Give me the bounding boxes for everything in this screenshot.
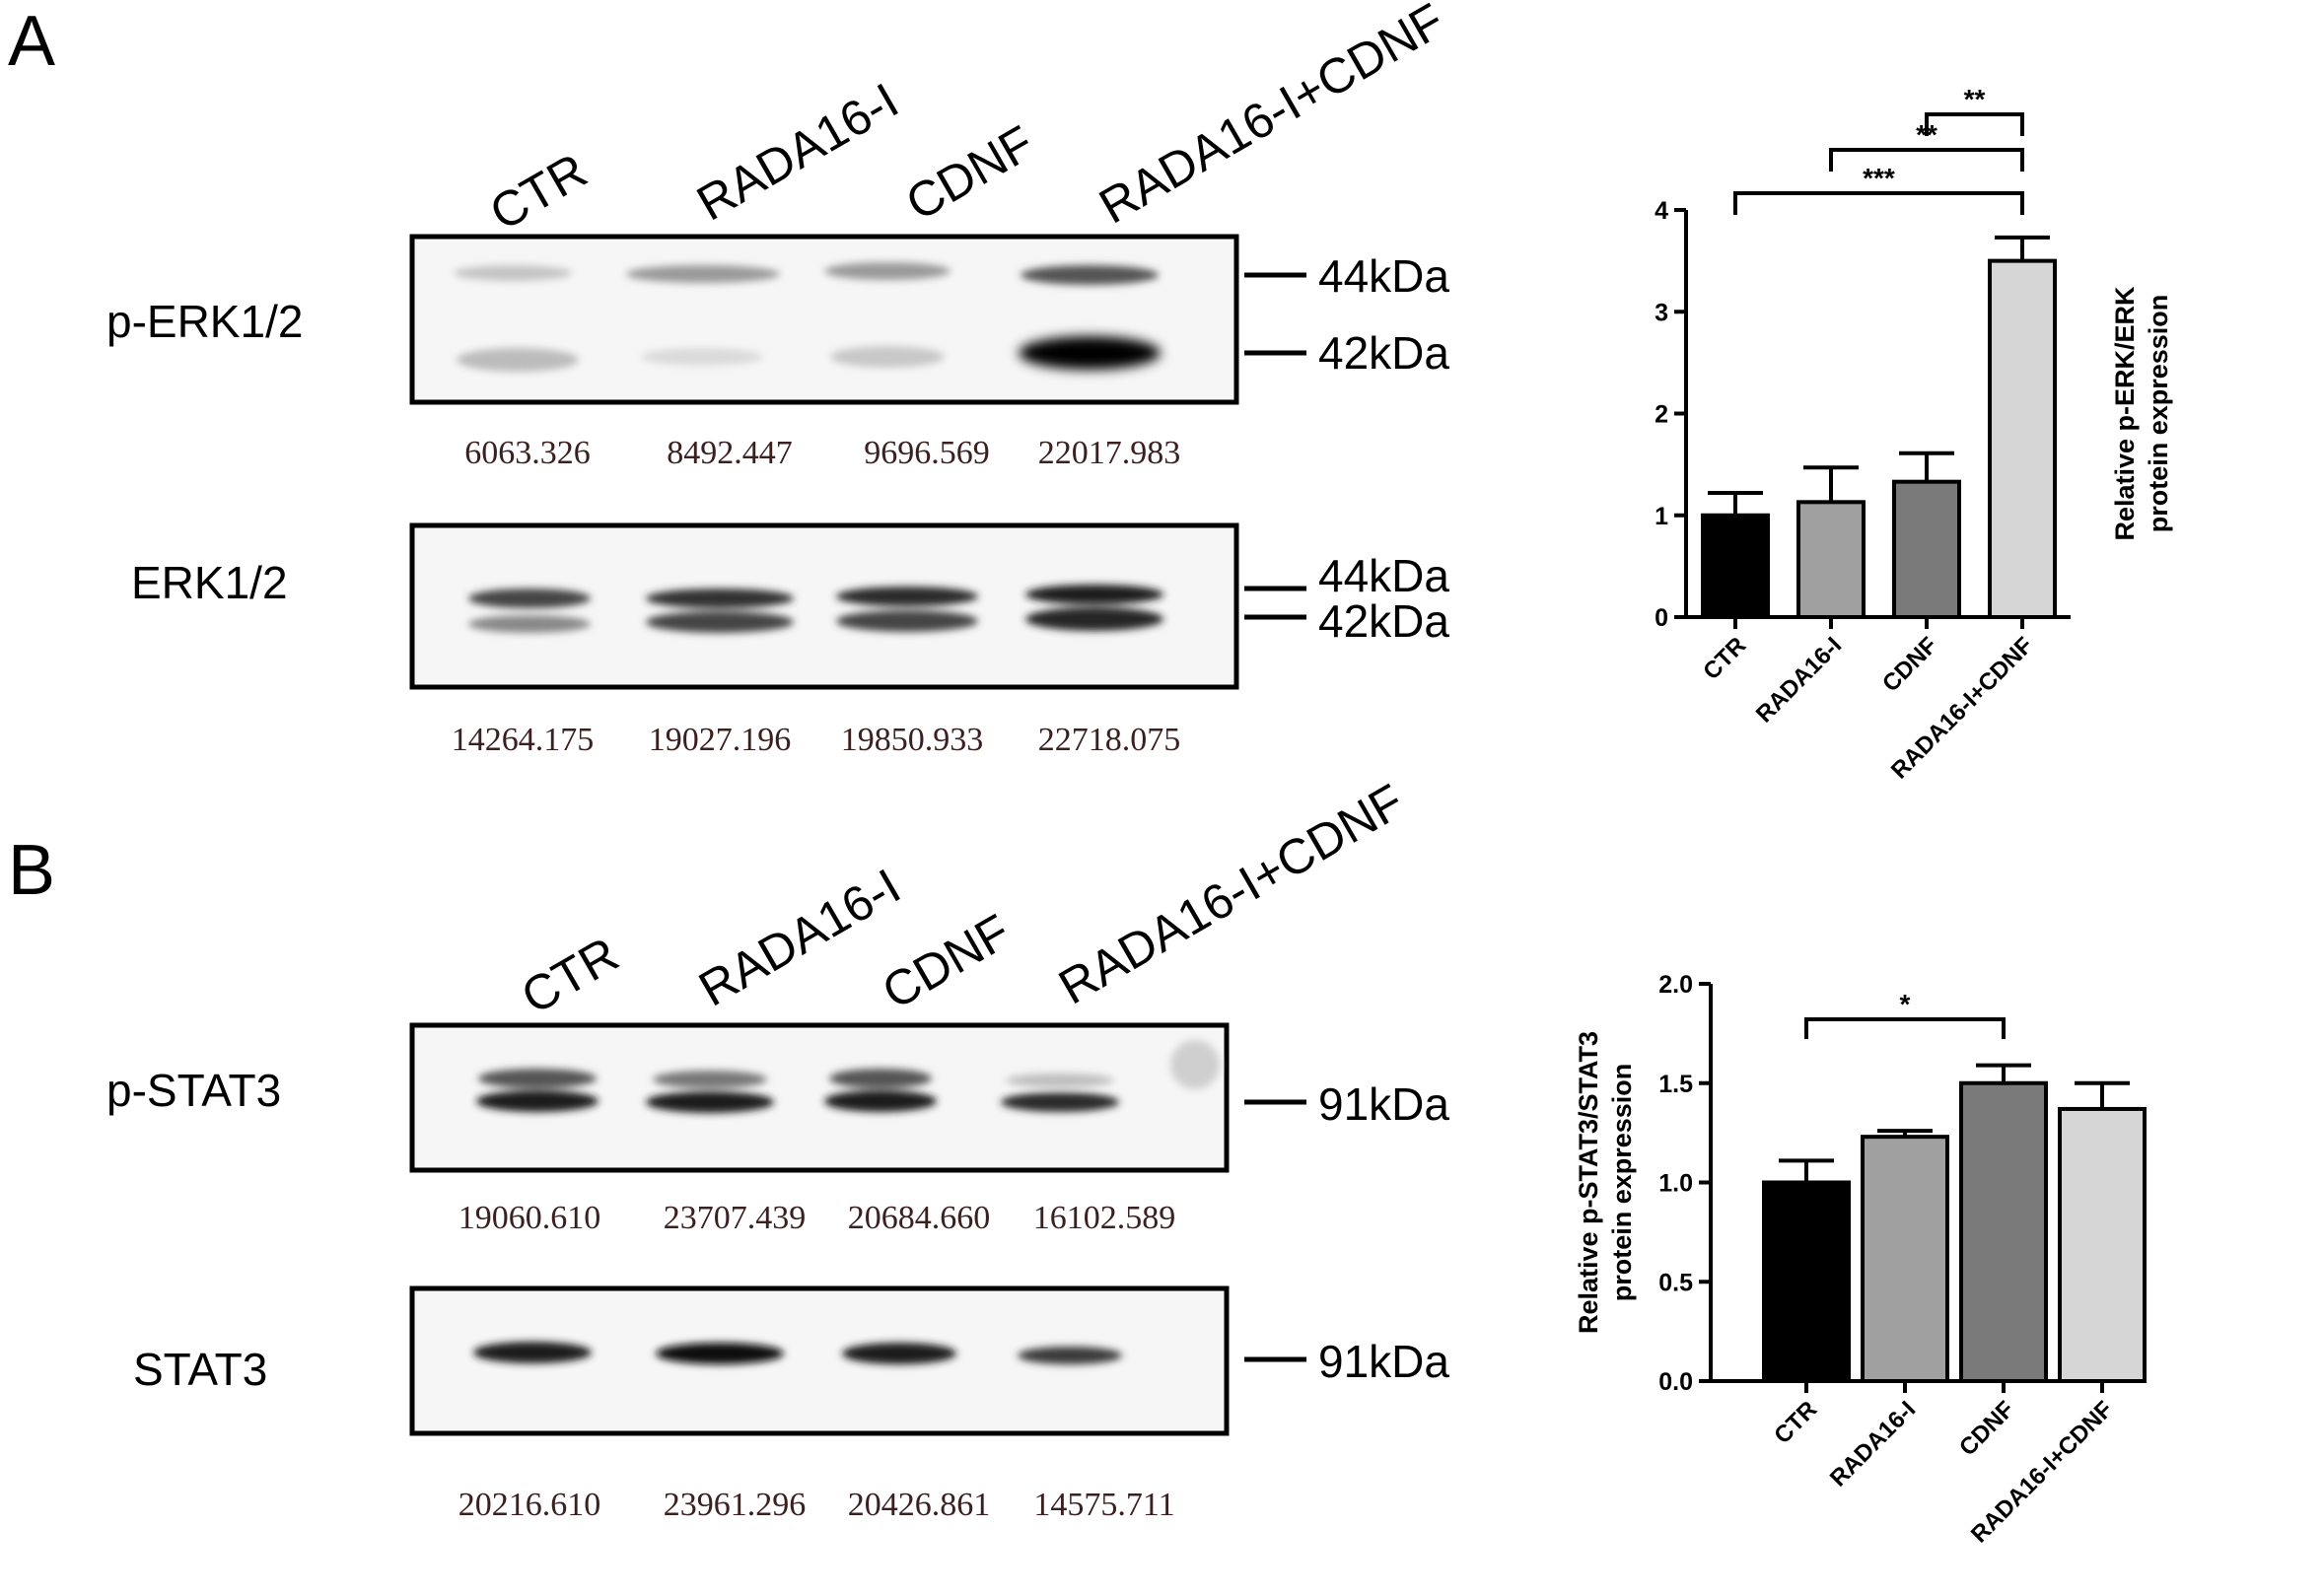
y-tick-label: 3 [1655,299,1668,326]
blot-stat3 [409,1285,1230,1436]
x-category-label: RADA16-I [1825,1396,1921,1492]
marker-label-stat3-91: 91kDa [1318,1336,1449,1387]
lane-label-b-cdnf: CDNF [874,904,1020,1020]
bar-cdnf [1892,479,1961,619]
marker-label-erk-44: 44kDa [1318,550,1449,601]
x-category-label: RADA16-I [1751,632,1847,728]
quant-erk-3: 19850.933 [841,722,984,758]
row-label-erk: ERK1/2 [131,557,288,608]
y-tick-label: 0.5 [1658,1269,1693,1296]
y-axis-label-line2: protein expression [1607,1064,1637,1302]
y-tick-label: 0 [1655,604,1668,632]
quant-p-stat3-2: 23707.439 [664,1200,807,1236]
row-label-p-erk: p-ERK1/2 [106,296,303,347]
significance-bracket [1804,1017,2006,1039]
lane-label-b-rada16-cdnf: RADA16-I+CDNF [1050,773,1413,1014]
quant-p-erk-4: 22017.983 [1038,435,1181,471]
lane-label-b-rada16: RADA16-I [690,858,910,1016]
significance-bracket [1829,148,2024,172]
x-category-label: CTR [1769,1396,1822,1449]
y-tick-label: 1.5 [1658,1071,1693,1098]
blot-erk [409,522,1239,690]
lane-label-a-ctr: CTR [481,143,597,242]
x-category-label: CDNF [1954,1396,2019,1461]
significance-bracket [1733,191,2024,215]
x-category-label: CDNF [1877,632,1942,697]
quant-p-erk-2: 8492.447 [667,435,793,471]
significance-label: ** [1964,84,1986,114]
y-axis-label-line1: Relative p-ERK/ERK [2110,286,2140,541]
significance-bracket [1925,112,2024,136]
bar-ctr [1701,513,1770,619]
quant-erk-2: 19027.196 [649,722,792,758]
bar-rada16-i [1861,1135,1949,1384]
blot-p-stat3 [409,1022,1230,1173]
quant-erk-4: 22718.075 [1038,722,1181,758]
row-label-p-stat3: p-STAT3 [106,1065,281,1116]
bar-rada16-i-cdnf [1988,258,2057,619]
marker-label-p-stat3-91: 91kDa [1318,1078,1449,1130]
y-tick-label: 0.0 [1658,1368,1693,1396]
significance-label: * [1900,989,1911,1019]
quant-stat3-4: 14575.711 [1033,1487,1174,1523]
bar-rada16-i [1796,500,1866,620]
y-tick-label: 4 [1655,197,1668,225]
quant-stat3-3: 20426.861 [848,1487,991,1523]
blot-p-erk [409,234,1239,405]
quant-stat3-1: 20216.610 [458,1487,601,1523]
x-category-label: CTR [1698,632,1751,685]
lane-label-a-cdnf: CDNF [897,115,1043,232]
y-tick-label: 2 [1655,401,1668,429]
panel-letter-b: B [8,831,55,910]
lane-label-a-rada16-cdnf: RADA16-I+CDNF [1091,0,1453,235]
y-tick-label: 1.0 [1658,1170,1693,1198]
marker-label-p-erk-42: 42kDa [1318,327,1449,379]
quant-p-stat3-3: 20684.660 [848,1200,991,1236]
lane-label-a-rada16: RADA16-I [688,72,908,231]
y-axis-label-line2: protein expression [2144,295,2173,533]
y-axis-label-line1: Relative p-STAT3/STAT3 [1574,1031,1603,1334]
quant-erk-1: 14264.175 [452,722,595,758]
bar-rada16-i-cdnf [2058,1106,2147,1383]
quant-stat3-2: 23961.296 [664,1487,807,1523]
panel-letter-a: A [8,2,55,81]
quant-p-stat3-1: 19060.610 [458,1200,601,1236]
row-label-stat3: STAT3 [133,1344,267,1395]
bar-cdnf [1959,1080,2048,1383]
bar-ctr [1762,1180,1851,1383]
quant-p-erk-1: 6063.326 [464,435,591,471]
marker-label-erk-42: 42kDa [1318,595,1449,647]
y-tick-label: 1 [1655,503,1668,530]
quant-p-stat3-4: 16102.589 [1033,1200,1176,1236]
marker-label-p-erk-44: 44kDa [1318,250,1449,302]
lane-label-b-ctr: CTR [513,927,628,1025]
y-tick-label: 2.0 [1658,971,1693,999]
significance-label: *** [1863,163,1895,193]
quant-p-erk-3: 9696.569 [864,435,990,471]
